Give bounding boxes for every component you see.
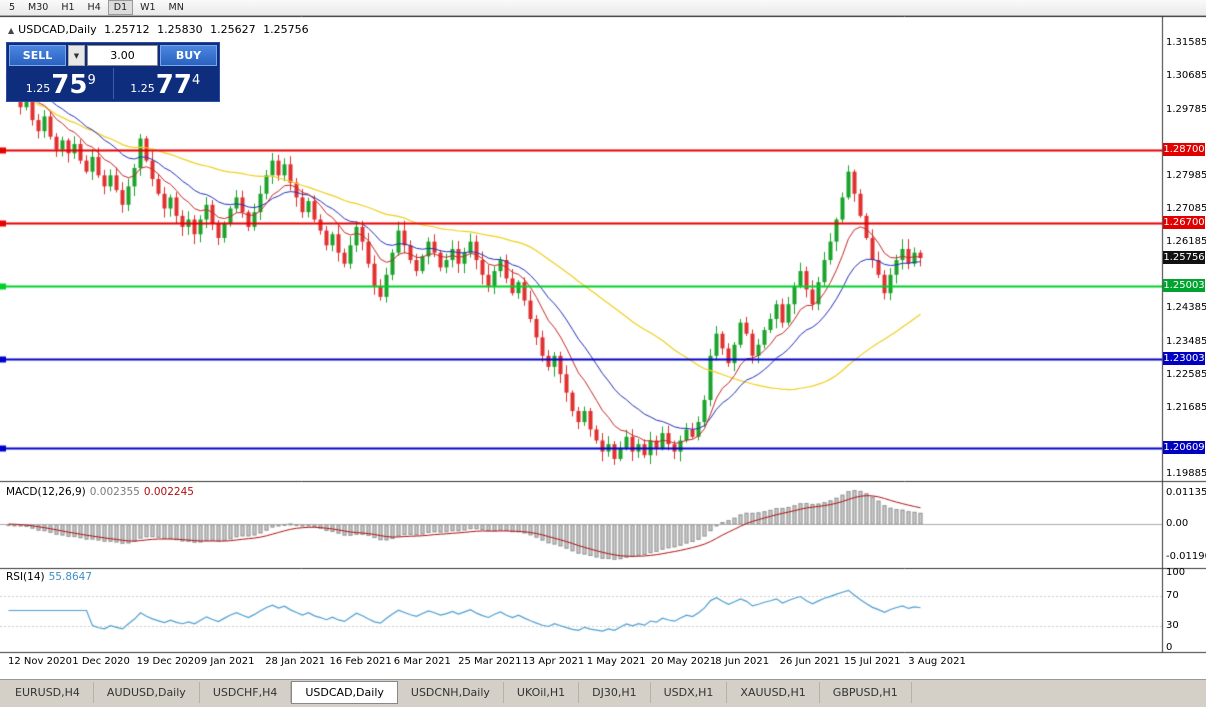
timeframe-button-h1[interactable]: H1 [61,2,75,13]
chart-tab-gbpusd[interactable]: GBPUSD,H1 [820,682,912,703]
chevron-down-icon: ▼ [73,51,80,60]
chart-tab-usdcad[interactable]: USDCAD,Daily [291,681,398,704]
macd-panel-title: MACD(12,26,9) 0.002355 0.002245 [6,486,194,498]
price-badge-1.25756: 1.25756 [1163,250,1205,264]
chart-canvas[interactable] [0,16,1206,676]
timeframe-button-d1[interactable]: D1 [107,0,134,15]
date-label: 6 Mar 2021 [393,656,451,667]
ohlc-high: 1.25830 [157,23,203,36]
rsi-panel-title: RSI(14) 55.8647 [6,571,92,583]
buy-price-big: 77 [155,70,192,100]
date-label: 3 Aug 2021 [908,656,966,667]
chart-tab-usdcnh[interactable]: USDCNH,Daily [398,682,504,703]
price-axis-tick: 1.22585 [1166,368,1206,380]
price-axis-tick: 1.30685 [1166,70,1206,82]
volume-input[interactable] [87,45,158,66]
rsi-value: 55.8647 [48,571,93,583]
price-badge-1.26700: 1.26700 [1163,216,1205,230]
timeframe-button-h4[interactable]: H4 [87,2,101,13]
date-label: 1 May 2021 [586,656,646,667]
chart-tab-xauusd[interactable]: XAUUSD,H1 [727,682,820,703]
quote-divider [112,68,114,99]
date-label: 26 Jun 2021 [779,656,840,667]
price-axis-tick: 1.26185 [1166,236,1206,248]
macd-value-signal: 0.002245 [143,486,194,498]
date-label: 13 Apr 2021 [522,656,585,667]
one-click-trading-panel: SELL ▼ BUY 1.25 75 9 1.25 77 4 [6,42,220,102]
chart-marker-icon: ▲ [8,26,15,35]
timeframe-button-5[interactable]: 5 [9,2,16,13]
sell-button[interactable]: SELL [9,45,66,66]
date-label: 28 Jan 2021 [265,656,326,667]
rsi-name: RSI(14) [6,571,45,583]
buy-price-pip: 4 [191,73,201,88]
sell-price-big: 75 [51,70,88,100]
chart-tab-audusd[interactable]: AUDUSD,Daily [94,682,200,703]
date-label: 8 Jun 2021 [715,656,770,667]
price-badge-1.28700: 1.28700 [1163,142,1205,156]
chart-tab-eurusd[interactable]: EURUSD,H4 [2,682,94,703]
ohlc-open: 1.25712 [104,23,150,36]
price-badge-1.23003: 1.23003 [1163,352,1205,366]
date-label: 9 Jan 2021 [200,656,255,667]
price-axis-tick: 1.23485 [1166,335,1206,347]
price-badge-1.25003: 1.25003 [1163,278,1205,292]
chart-title: ▲ USDCAD,Daily 1.25712 1.25830 1.25627 1.… [8,23,313,36]
buy-button[interactable]: BUY [160,45,217,66]
ohlc-low: 1.25627 [210,23,256,36]
date-label: 20 May 2021 [651,656,717,667]
sell-quote: 1.25 75 9 [9,68,113,99]
timeframe-button-mn[interactable]: MN [168,2,184,13]
rsi-axis-label: 70 [1166,589,1179,601]
chart-tabs-bar: EURUSD,H4 AUDUSD,Daily USDCHF,H4 USDCAD,Dai… [0,679,1206,707]
macd-name: MACD(12,26,9) [6,486,86,498]
rsi-axis-label: 100 [1166,567,1186,578]
volume-stepper-down[interactable]: ▼ [68,45,85,66]
price-axis-tick: 1.27085 [1166,203,1206,215]
sell-price-prefix: 1.25 [25,82,51,95]
chart-tab-usdx[interactable]: USDX,H1 [651,682,728,703]
symbol-title: USDCAD,Daily [18,23,97,36]
rsi-axis-label: 0 [1166,642,1173,653]
macd-axis-label: -0.01190 [1166,550,1206,562]
chart-tab-ukoil[interactable]: UKOil,H1 [504,682,580,703]
chart-tab-dj30[interactable]: DJ30,H1 [579,682,651,703]
timeframe-button-m30[interactable]: M30 [28,2,49,13]
macd-axis-label: 0.00 [1166,518,1189,530]
price-axis-tick: 1.29785 [1166,103,1206,115]
timeframe-toolbar: 5 M30 H1 H4 D1 W1 MN [0,0,1206,16]
macd-value-main: 0.002355 [89,486,140,498]
timeframe-button-w1[interactable]: W1 [140,2,156,13]
price-axis-tick: 1.27985 [1166,169,1206,181]
date-label: 25 Mar 2021 [458,656,522,667]
price-badge-1.20609: 1.20609 [1163,440,1205,454]
buy-quote: 1.25 77 4 [114,68,218,99]
price-axis-tick: 1.31585 [1166,37,1206,49]
sell-price-pip: 9 [87,73,96,88]
chart-tab-usdchf[interactable]: USDCHF,H4 [200,682,292,703]
date-label: 16 Feb 2021 [329,656,392,667]
macd-axis-label: 0.01135 [1166,486,1206,498]
price-axis-tick: 1.24385 [1166,302,1206,314]
rsi-axis-label: 30 [1166,619,1179,631]
ohlc-close: 1.25756 [263,23,309,36]
price-axis-tick: 1.21685 [1166,401,1206,413]
date-label: 1 Dec 2020 [72,656,130,667]
date-label: 12 Nov 2020 [8,656,73,667]
buy-price-prefix: 1.25 [130,82,155,95]
date-label: 19 Dec 2020 [136,656,201,667]
price-axis-tick: 1.19885 [1166,468,1206,480]
date-label: 15 Jul 2021 [843,656,901,667]
